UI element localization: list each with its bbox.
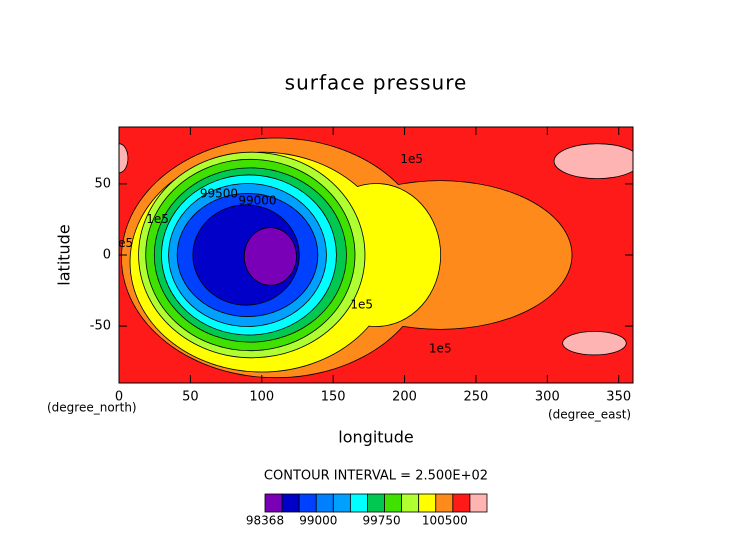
y-axis-label: latitude [55,224,74,285]
colorbar-label: 98368 [246,514,284,528]
colorbar-box [401,493,420,513]
contour-fill [554,144,633,179]
x-tick-label: 150 [321,390,346,405]
contour-label: 1e5 [429,341,452,355]
contour-label: 99000 [238,193,276,207]
x-tick-label: 250 [464,390,489,405]
x-tick-label: 200 [392,390,417,405]
contour-label: 1e5 [111,236,134,250]
y-tick-label: -50 [90,319,111,334]
colorbar-box [435,493,454,513]
colorbar-box [349,493,368,513]
colorbar-box [264,493,283,513]
x-tick-label: 0 [115,390,123,405]
colorbar-box [367,493,385,513]
contour-fill [119,144,128,173]
contour-label: 1e5 [146,212,169,226]
colorbar-box [452,493,471,513]
x-axis-label: longitude [338,428,413,447]
y-units: (degree_north) [47,401,137,415]
colorbar-box [281,493,300,513]
colorbar-label: 99000 [299,514,337,528]
y-tick-label: 50 [94,176,111,191]
x-tick-label: 50 [182,390,199,405]
colorbar-box [418,493,437,513]
contour-fill [244,227,297,285]
colorbar-box [298,493,317,513]
colorbar-box [332,493,351,513]
contour-label: 1e5 [350,297,373,311]
x-units: (degree_east) [548,408,631,422]
contour-label: 99500 [200,186,238,200]
x-tick-label: 350 [606,390,631,405]
contour-interval: CONTOUR INTERVAL = 2.500E+02 [264,469,488,484]
x-tick-label: 300 [535,390,560,405]
contour-fill [563,331,626,355]
colorbar-box [469,493,488,513]
colorbar-box [384,493,403,513]
colorbar-label: 100500 [422,514,468,528]
chart-title: surface pressure [285,71,468,95]
colorbar-box [315,493,334,513]
colorbar-label: 99750 [362,514,400,528]
contour-label: 1e5 [400,152,423,166]
y-tick-label: 0 [103,248,111,263]
x-tick-label: 100 [249,390,274,405]
